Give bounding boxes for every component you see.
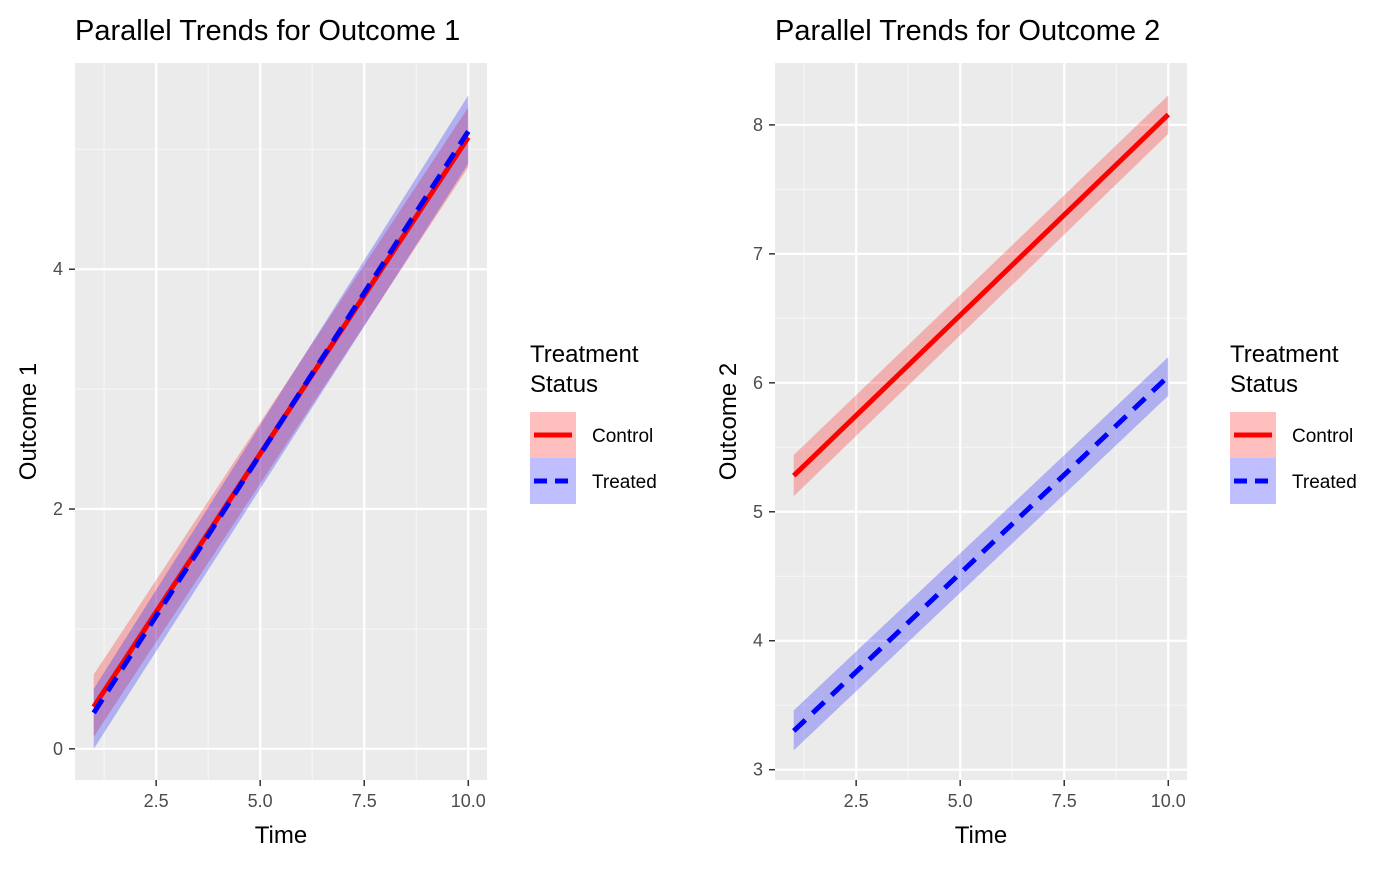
y-tick-label: 4 [53, 259, 63, 279]
y-tick-label: 7 [753, 244, 763, 264]
x-tick-label: 10.0 [451, 791, 486, 811]
chart-panel-1: 2.5 5.0 7.5 10.0 0 2 4 Parallel Trends for Outc… [15, 15, 657, 849]
y-tick-label: 0 [53, 739, 63, 759]
legend-label: Treated [592, 472, 657, 493]
legend-title: Status [530, 371, 598, 398]
legend-label: Control [592, 426, 653, 447]
legend-title: Treatment [530, 341, 639, 368]
y-tick-label: 2 [53, 499, 63, 519]
legend-title: Treatment [1230, 341, 1339, 368]
trend-line-treated [91, 129, 471, 715]
legend-label: Control [1292, 426, 1353, 447]
legend: Treatment Status Control Treated [1230, 341, 1357, 504]
x-tick-label: 5.0 [948, 791, 973, 811]
y-axis-label: Outcome 2 [715, 363, 742, 480]
legend-title: Status [1230, 371, 1298, 398]
y-tick-label: 5 [753, 502, 763, 522]
x-axis-label: Time [955, 822, 1007, 849]
y-tick-label: 8 [753, 115, 763, 135]
trend-line-treated [792, 374, 1170, 733]
legend-label: Treated [1292, 472, 1357, 493]
trend-line-control [791, 112, 1171, 478]
x-tick-label: 7.5 [352, 791, 377, 811]
x-axis-label: Time [255, 822, 307, 849]
y-axis-label: Outcome 1 [15, 363, 42, 480]
chart-title: Parallel Trends for Outcome 1 [75, 15, 460, 47]
confidence-band-treated [793, 357, 1169, 751]
x-tick-label: 7.5 [1052, 791, 1077, 811]
chart-title: Parallel Trends for Outcome 2 [775, 15, 1160, 47]
legend: Treatment Status Control Treated [530, 341, 657, 504]
chart-panel-2: 2.5 5.0 7.5 10.0 3 4 5 6 7 8 Parallel Trends for O… [715, 15, 1357, 849]
y-tick-label: 4 [753, 631, 763, 651]
x-tick-label: 10.0 [1151, 791, 1186, 811]
x-tick-label: 2.5 [844, 791, 869, 811]
x-tick-label: 2.5 [144, 791, 169, 811]
y-tick-label: 6 [753, 373, 763, 393]
y-tick-label: 3 [753, 760, 763, 780]
x-tick-label: 5.0 [248, 791, 273, 811]
